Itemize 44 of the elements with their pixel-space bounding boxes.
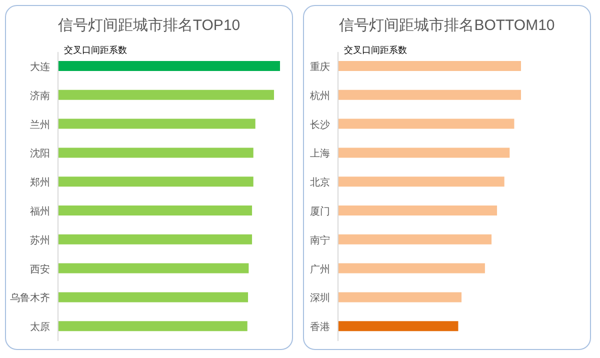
y-tick-label: 大连 <box>30 61 50 73</box>
y-tick-label: 上海 <box>310 148 330 160</box>
bar <box>338 206 498 216</box>
bar <box>338 176 504 187</box>
bar <box>338 263 485 274</box>
chart-title: 信号灯间距城市排名BOTTOM10 <box>338 16 556 35</box>
y-tick-label: 杭州 <box>309 90 330 102</box>
bar <box>58 148 254 158</box>
bar <box>58 263 249 274</box>
y-tick-label: 兰州 <box>30 118 50 131</box>
y-tick-label: 太原 <box>30 321 50 334</box>
bar <box>58 234 252 244</box>
bar <box>58 61 280 71</box>
bar <box>58 90 274 100</box>
bar <box>338 90 521 100</box>
bar <box>338 234 492 244</box>
y-tick-label: 北京 <box>310 176 330 189</box>
bar <box>58 321 248 332</box>
y-tick-label: 沈阳 <box>30 148 50 160</box>
y-tick-label: 南宁 <box>310 234 330 246</box>
y-tick-label: 长沙 <box>310 118 330 131</box>
bar <box>58 206 252 216</box>
y-tick-label: 广州 <box>310 263 330 276</box>
y-tick-label: 深圳 <box>310 292 330 304</box>
y-tick-label: 福州 <box>30 206 50 218</box>
bar <box>338 61 521 71</box>
y-tick-label: 苏州 <box>30 234 50 246</box>
bar <box>58 176 254 187</box>
bar <box>58 292 248 302</box>
y-tick-label: 重庆 <box>310 61 330 73</box>
y-tick-label: 西安 <box>30 263 50 276</box>
chart-subtitle: 交叉口间距系数 <box>344 44 407 57</box>
y-tick-label: 香港 <box>310 321 330 334</box>
chart-subtitle: 交叉口间距系数 <box>64 44 127 57</box>
bar <box>338 292 462 302</box>
y-tick-label: 乌鲁木齐 <box>10 292 50 304</box>
bar <box>58 118 256 129</box>
bar <box>338 148 510 158</box>
y-tick-label: 济南 <box>30 90 50 102</box>
y-tick-label: 郑州 <box>30 176 50 189</box>
bar <box>338 118 514 129</box>
y-tick-label: 厦门 <box>310 206 330 218</box>
bar <box>338 321 458 332</box>
chart-title: 信号灯间距城市排名TOP10 <box>56 16 242 35</box>
